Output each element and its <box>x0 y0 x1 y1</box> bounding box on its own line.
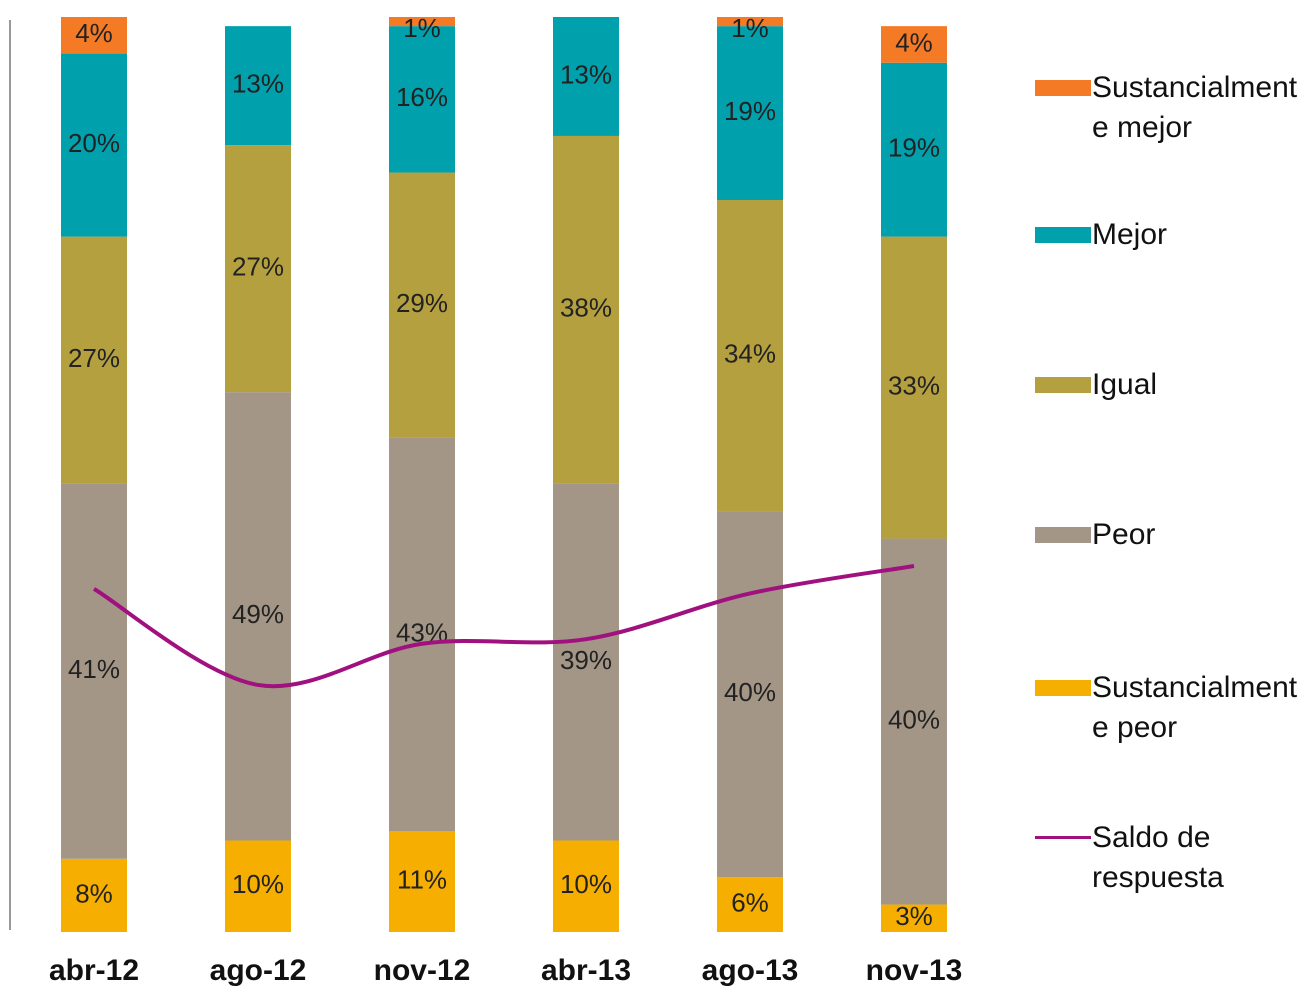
data-label: 27% <box>232 252 284 282</box>
bar-segment <box>881 62 947 237</box>
bar-segment <box>717 17 783 27</box>
line <box>92 564 915 689</box>
x-tick-label: ago-13 <box>702 954 799 987</box>
bar-segment <box>389 831 455 932</box>
bar-segment <box>61 483 127 859</box>
bar-segment <box>225 840 291 932</box>
bar-segment <box>61 236 127 484</box>
bar-segment <box>553 840 619 932</box>
data-label: 27% <box>68 343 120 373</box>
data-label: 39% <box>560 645 612 675</box>
bar-segment <box>61 858 127 932</box>
data-label: 13% <box>232 69 284 99</box>
legend-label: Sustancialmente mejor <box>1092 71 1298 144</box>
bar-segment <box>717 877 783 932</box>
data-label: 3% <box>895 901 933 931</box>
data-label: 38% <box>560 293 612 323</box>
data-label: 19% <box>888 133 940 163</box>
legend-swatch <box>1035 680 1091 696</box>
data-label: 10% <box>232 869 284 899</box>
data-label: 13% <box>560 59 612 89</box>
data-label: 1% <box>403 13 441 43</box>
bar-segment <box>61 17 127 54</box>
bar-segment <box>389 26 455 173</box>
data-label: 49% <box>232 599 284 629</box>
data-label: 11% <box>397 865 447 895</box>
legend-label: Saldo de respuesta <box>1092 821 1224 894</box>
bar-segment <box>717 26 783 201</box>
data-label: 6% <box>731 887 769 917</box>
data-label: 29% <box>396 288 448 318</box>
x-tick-label: nov-12 <box>374 954 471 987</box>
bar-segment <box>717 200 783 512</box>
bar-segment <box>553 17 619 136</box>
x-tick-label: abr-12 <box>49 954 139 987</box>
legend-swatch <box>1035 836 1091 839</box>
bar-segment <box>389 437 455 832</box>
bar-segment <box>881 26 947 63</box>
bar-segment <box>553 483 619 841</box>
bar-segment <box>389 17 455 27</box>
bar-segment <box>225 26 291 146</box>
bar-segment <box>389 172 455 438</box>
data-label: 33% <box>888 370 940 400</box>
legend-label: Peor <box>1092 518 1156 551</box>
data-label: 34% <box>724 338 776 368</box>
data-label: 10% <box>560 869 612 899</box>
x-tick-label: ago-12 <box>210 954 307 987</box>
legend-label: Sustancialmente peor <box>1092 671 1298 744</box>
data-label: 40% <box>888 704 940 734</box>
bar-segment <box>61 53 127 237</box>
x-tick-label: nov-13 <box>866 954 963 987</box>
data-label: 4% <box>75 18 113 48</box>
bar-segment <box>881 904 947 932</box>
data-label: 19% <box>724 96 776 126</box>
data-label: 16% <box>396 82 448 112</box>
bar-segment <box>225 145 291 393</box>
bar-segment <box>881 538 947 905</box>
data-label: 41% <box>68 654 120 684</box>
bar-segment <box>225 392 291 841</box>
legend-swatch <box>1035 80 1091 96</box>
data-label: 40% <box>724 677 776 707</box>
data-label: 8% <box>75 878 113 908</box>
legend-swatch <box>1035 227 1091 243</box>
legend-swatch <box>1035 527 1091 543</box>
data-label: 4% <box>895 27 933 57</box>
bar-segment <box>717 511 783 878</box>
legend-swatch <box>1035 377 1091 393</box>
bar-segment <box>553 135 619 484</box>
data-label: 1% <box>731 13 769 43</box>
x-tick-label: abr-13 <box>541 954 631 987</box>
data-label: 20% <box>68 128 120 158</box>
legend-label: Igual <box>1092 368 1158 401</box>
chart: 8% 41% 27% 20% 4% abr-12 10% 49% 27% 13% ago-12 11%… <box>9 13 963 987</box>
bar-segment <box>881 236 947 539</box>
legend-label: Mejor <box>1092 218 1168 251</box>
